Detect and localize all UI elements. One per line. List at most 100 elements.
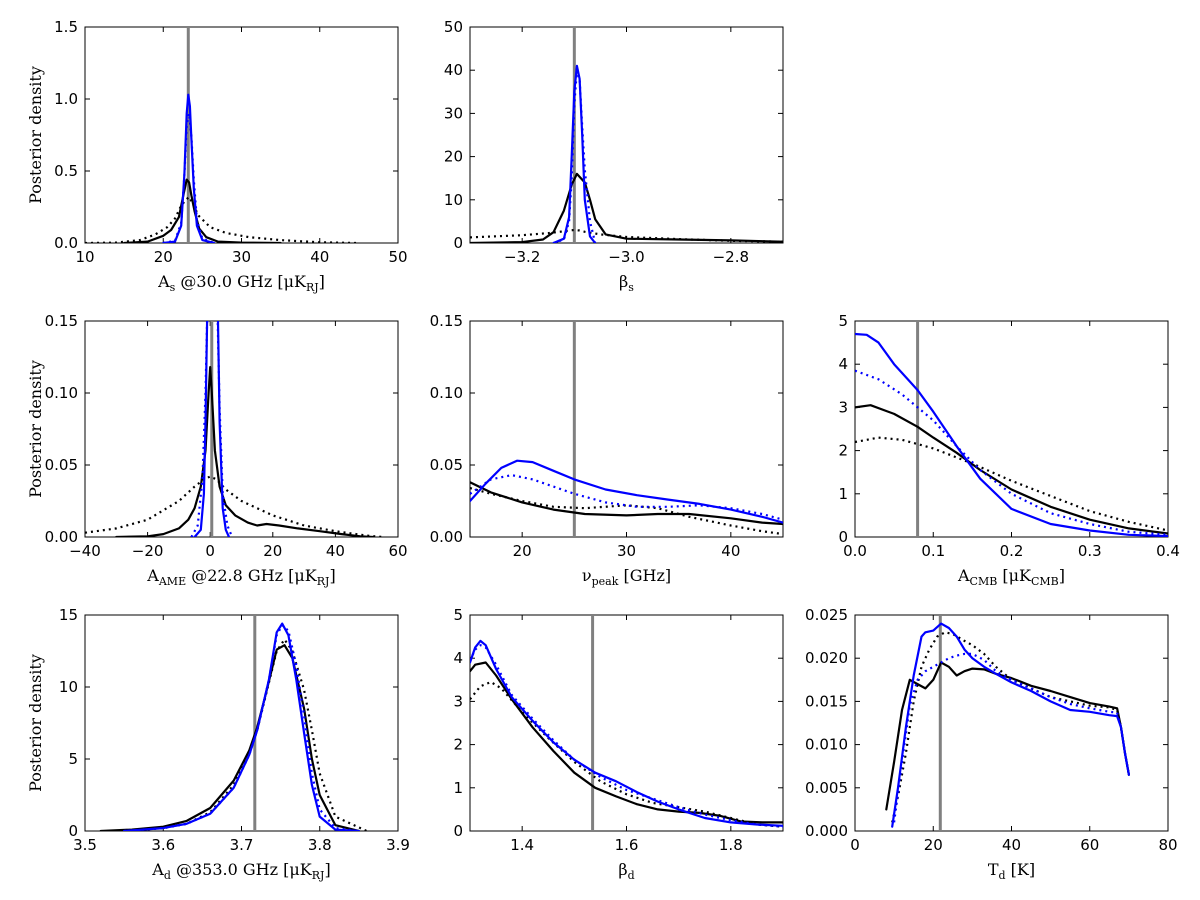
x-tick-label: 3.8	[308, 836, 332, 854]
series-line-black-solid	[470, 661, 783, 824]
panel-T-d: 0 20 40 60 80 0.000 0.005 0.010 0.015 0.020 0.025 T…	[805, 606, 1178, 882]
y-tick-label: 0.005	[805, 779, 848, 797]
x-tick-label: 1.4	[510, 836, 534, 854]
plot-area	[855, 321, 1168, 537]
x-tick-label: 30	[617, 542, 636, 560]
axes-frame	[469, 614, 784, 832]
series-line-black-dotted	[891, 631, 1130, 823]
y-axis-label: Posterior density	[26, 654, 45, 792]
x-tick-label: 3.7	[230, 836, 254, 854]
x-tick-label: 50	[388, 248, 407, 266]
y-tick-label: 15	[59, 606, 78, 624]
y-tick-label: 5	[453, 606, 463, 624]
series-line-black-solid	[885, 661, 1131, 811]
y-axis-label: Posterior density	[26, 360, 45, 498]
x-tick-label: 0.3	[1078, 542, 1102, 560]
series-line-blue-solid	[891, 622, 1131, 828]
panel-beta-d: 1.4 1.6 1.8 0 1 2 3 4 5 βd​	[453, 606, 784, 882]
x-axis-label: νpeak​ [GHz]	[582, 566, 671, 588]
x-tick-label: −2.8	[713, 248, 749, 266]
series-line-blue-solid	[162, 93, 216, 243]
plot-area	[885, 615, 1131, 831]
series-line-black-solid	[115, 366, 375, 537]
y-tick-label: 0.05	[430, 456, 463, 474]
series-line-blue-solid	[552, 64, 597, 243]
y-tick-label: 2	[453, 736, 463, 754]
x-tick-label: 0.0	[843, 542, 867, 560]
x-tick-label: 0.4	[1156, 542, 1180, 560]
y-tick-label: 4	[453, 649, 463, 667]
plot-area	[99, 615, 368, 831]
y-tick-label: 0.020	[805, 649, 848, 667]
x-tick-label: 3.6	[151, 836, 175, 854]
panel-A-CMB: 0.0 0.1 0.2 0.3 0.4 0 1 2 3 4 5 ACMB​ [μKCMB​]	[838, 312, 1179, 588]
series-line-blue-dotted	[470, 474, 783, 521]
y-tick-label: 0.0	[54, 234, 78, 252]
plot-area	[85, 27, 359, 243]
y-tick-label: 4	[838, 355, 848, 373]
y-tick-label: 0.15	[430, 312, 463, 330]
x-axis-label: AAME​ @22.8 GHz [μKRJ​]	[146, 566, 335, 588]
panel-A-AME: −40 −20 0 20 40 60 0.00 0.05 0.10 0.15 AAME​ @22.8…	[26, 312, 408, 588]
x-tick-label: 1.8	[719, 836, 743, 854]
y-tick-label: 20	[444, 148, 463, 166]
y-tick-label: 40	[444, 61, 463, 79]
series-line-blue-solid	[470, 459, 783, 524]
x-tick-label: 40	[310, 248, 329, 266]
x-tick-label: 20	[924, 836, 943, 854]
axes-frame	[84, 614, 399, 832]
series-line-black-dotted	[470, 228, 783, 243]
x-tick-label: 40	[326, 542, 345, 560]
axes-frame	[84, 320, 399, 538]
x-axis-label: Td​ [K]	[988, 860, 1035, 882]
x-tick-label: −40	[69, 542, 101, 560]
x-tick-label: 10	[75, 248, 94, 266]
y-tick-label: 0.10	[45, 384, 78, 402]
y-tick-label: 0	[453, 822, 463, 840]
axes-frame	[469, 26, 784, 244]
series-line-blue-solid	[470, 639, 783, 827]
y-tick-label: 0.000	[805, 822, 848, 840]
x-tick-label: 20	[154, 248, 173, 266]
x-tick-label: −3.2	[504, 248, 540, 266]
y-tick-label: 10	[59, 678, 78, 696]
y-tick-label: 0.015	[805, 692, 848, 710]
x-tick-label: 20	[263, 542, 282, 560]
x-tick-label: 3.5	[73, 836, 97, 854]
x-axis-label: As​ @30.0 GHz [μKRJ​]	[157, 272, 325, 294]
y-tick-label: 0.00	[45, 528, 78, 546]
x-axis-label: ACMB​ [μKCMB​]	[957, 566, 1065, 588]
y-tick-label: 0	[453, 234, 463, 252]
y-tick-label: 1.0	[54, 90, 78, 108]
y-tick-label: 1	[838, 485, 848, 503]
panel-As: 10 20 30 40 50 0.0 0.5 1.0 1.5 As​ @30.0 GHz [μKR…	[26, 18, 408, 294]
plot-area	[470, 27, 783, 243]
plot-area	[470, 321, 783, 537]
x-tick-label: 0.1	[921, 542, 945, 560]
y-tick-label: 5	[68, 750, 78, 768]
x-tick-label: 40	[1002, 836, 1021, 854]
x-tick-label: −3.0	[608, 248, 644, 266]
axes-frame	[854, 320, 1169, 538]
x-tick-label: 1.6	[615, 836, 639, 854]
x-tick-label: −20	[132, 542, 164, 560]
series-line-black-solid	[122, 178, 282, 243]
x-tick-label: 30	[232, 248, 251, 266]
series-line-black-dotted	[124, 638, 368, 831]
series-line-blue-solid	[122, 622, 360, 831]
y-tick-label: 0.10	[430, 384, 463, 402]
y-axis-label: Posterior density	[26, 66, 45, 204]
y-tick-label: 0.010	[805, 736, 848, 754]
series-line-blue-solid	[193, 321, 231, 537]
y-tick-label: 3	[838, 398, 848, 416]
y-tick-label: 0.05	[45, 456, 78, 474]
plot-area	[470, 615, 783, 831]
series-line-black-dotted	[470, 680, 783, 828]
y-tick-label: 0.5	[54, 162, 78, 180]
panel-A-d: 3.5 3.6 3.7 3.8 3.9 0 5 10 15 Ad​ @353.0 GHz [μKR…	[26, 606, 410, 882]
y-tick-label: 3	[453, 692, 463, 710]
axes-frame	[469, 320, 784, 538]
series-line-black-solid	[470, 481, 783, 526]
x-tick-label: 0	[850, 836, 860, 854]
